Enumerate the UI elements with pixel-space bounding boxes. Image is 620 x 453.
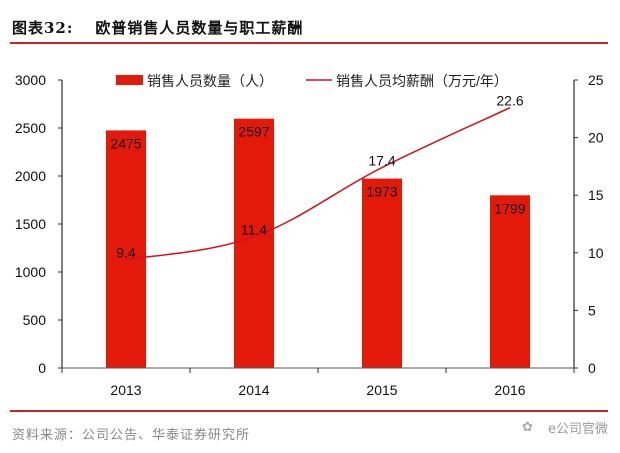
x-tick-label-2015: 2015 <box>366 382 397 398</box>
y-right-tick-label-0: 0 <box>588 360 596 376</box>
watermark: ✿ e公司官微 <box>522 418 608 438</box>
line-label-2016: 22.6 <box>496 93 523 109</box>
line-series-group <box>125 106 511 261</box>
y-left-tick-label-0: 0 <box>38 360 46 376</box>
wechat-icon: ✿ <box>522 419 533 435</box>
x-tick-label-2014: 2014 <box>238 382 269 398</box>
x-tick-label-2013: 2013 <box>110 382 141 398</box>
y-right-tick-label-10: 10 <box>588 245 604 261</box>
figure-title: 图表32: 欧普销售人员数量与职工薪酬 <box>12 17 303 38</box>
y-left-tick-label-2500: 2500 <box>15 120 46 136</box>
legend-line-label: 销售人员均薪酬（万元/年） <box>336 73 508 89</box>
y-left-tick-label-1000: 1000 <box>15 264 46 280</box>
x-tick-label-2016: 2016 <box>494 382 525 398</box>
source-note: 资料来源：公司公告、华泰证券研究所 <box>12 428 251 443</box>
axes-group: 2013 2014 2015 2016050010001500200025003000… <box>15 72 604 398</box>
bars-group <box>106 118 530 368</box>
bar-label-2016: 1799 <box>494 200 525 216</box>
bar-label-2013: 2475 <box>110 135 141 151</box>
y-left-tick-label-3000: 3000 <box>15 72 46 88</box>
bar-label-2014: 2597 <box>238 124 269 140</box>
bar-2015 <box>362 178 402 368</box>
y-right-tick-label-20: 20 <box>588 130 604 146</box>
watermark-text: e公司官微 <box>548 422 608 437</box>
bottom-rule <box>10 410 608 412</box>
bar-2014 <box>234 118 274 368</box>
line-label-2014: 11.4 <box>241 222 267 238</box>
data-labels-group: 2475 2597 1973 1799 9.4 11.4 17.4 22.6 <box>110 93 525 261</box>
figure-title-text: 欧普销售人员数量与职工薪酬 <box>95 19 304 37</box>
bar-label-2015: 1973 <box>366 184 397 200</box>
y-right-tick-label-15: 15 <box>588 187 604 203</box>
legend-bar-swatch <box>116 75 143 85</box>
y-left-tick-label-500: 500 <box>23 312 47 328</box>
y-left-tick-label-1500: 1500 <box>15 216 46 232</box>
y-right-tick-label-5: 5 <box>588 302 596 318</box>
bar-2013 <box>106 130 146 368</box>
legend: 销售人员数量（人） 销售人员均薪酬（万元/年） <box>116 73 508 89</box>
legend-bar-label: 销售人员数量（人） <box>147 73 273 89</box>
line-label-2013: 9.4 <box>116 245 136 261</box>
top-rule <box>10 42 608 44</box>
bar-2016 <box>490 195 530 368</box>
figure-label: 图表32: <box>12 19 74 37</box>
y-left-tick-label-2000: 2000 <box>15 168 46 184</box>
line-label-2015: 17.4 <box>368 153 395 169</box>
y-right-tick-label-25: 25 <box>588 72 604 88</box>
salary-line <box>125 106 511 261</box>
